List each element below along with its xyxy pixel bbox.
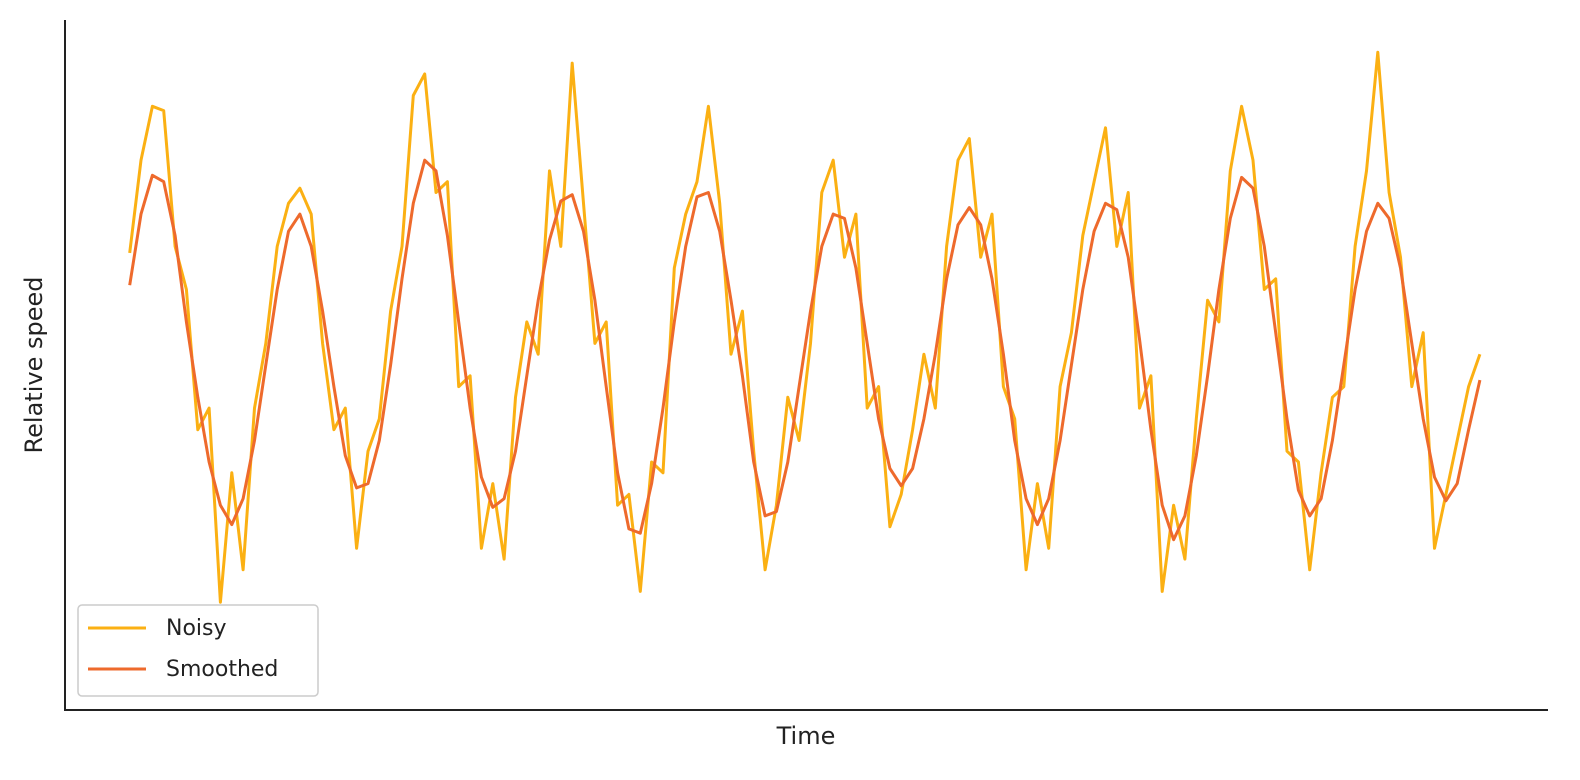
legend-label: Smoothed bbox=[166, 657, 278, 682]
x-axis-label: Time bbox=[776, 722, 836, 750]
series-line bbox=[128, 50, 1482, 604]
y-axis-label: Relative speed bbox=[20, 277, 48, 454]
series-line bbox=[128, 158, 1482, 542]
legend-label: Noisy bbox=[166, 616, 227, 641]
